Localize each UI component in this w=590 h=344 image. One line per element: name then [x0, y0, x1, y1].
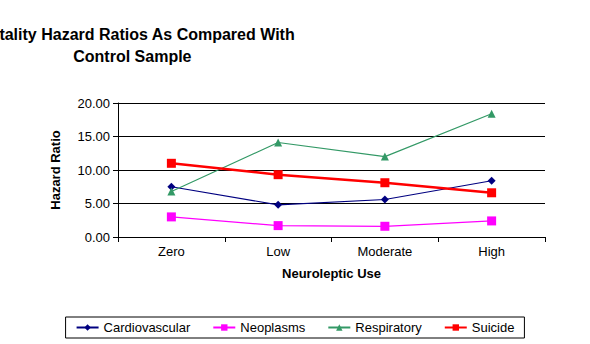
svg-text:10.00: 10.00	[77, 163, 110, 178]
svg-text:Suicide: Suicide	[472, 320, 515, 335]
svg-text:Hazard Ratio: Hazard Ratio	[48, 130, 63, 210]
svg-text:Neoplasms: Neoplasms	[240, 320, 306, 335]
svg-text:Moderate: Moderate	[357, 244, 412, 259]
svg-text:0.00: 0.00	[85, 230, 110, 245]
svg-text:Respiratory: Respiratory	[355, 320, 422, 335]
svg-text:Zero: Zero	[158, 244, 185, 259]
svg-text:15.00: 15.00	[77, 129, 110, 144]
svg-text:Low: Low	[266, 244, 290, 259]
svg-text:Mortality Hazard Ratios As Com: Mortality Hazard Ratios As Compared With	[0, 26, 295, 43]
svg-text:High: High	[478, 244, 505, 259]
svg-text:20.00: 20.00	[77, 96, 110, 111]
svg-text:Control Sample: Control Sample	[73, 48, 191, 65]
svg-text:5.00: 5.00	[85, 196, 110, 211]
svg-text:Neuroleptic Use: Neuroleptic Use	[282, 266, 381, 281]
svg-text:Cardiovascular: Cardiovascular	[104, 320, 191, 335]
